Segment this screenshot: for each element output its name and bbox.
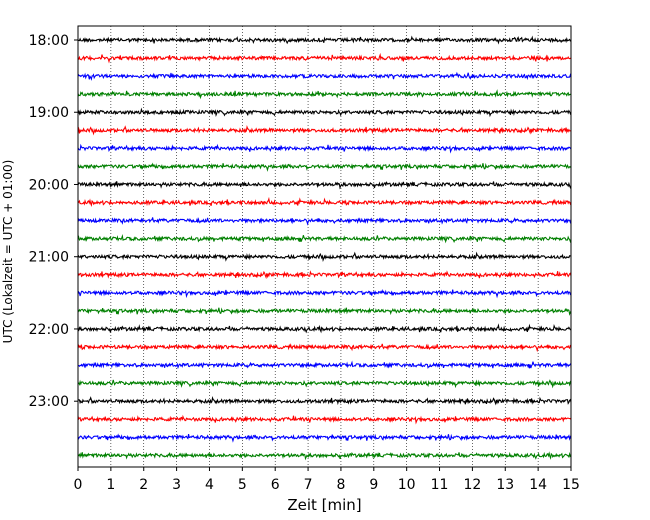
x-tick-label: 14 [529, 477, 547, 493]
y-axis: 18:00 19:00 20:00 21:00 22:00 23:00 [29, 33, 78, 410]
x-tick-label: 15 [562, 477, 580, 493]
trace-line [77, 288, 572, 299]
trace-line [77, 307, 572, 316]
y-tick-label: 22:00 [29, 322, 69, 338]
x-tick-label: 6 [271, 477, 280, 493]
trace-line [77, 395, 572, 406]
y-tick-label: 21:00 [29, 250, 69, 266]
trace-line [77, 270, 572, 280]
trace-line [77, 180, 572, 190]
trace-line [77, 234, 572, 244]
trace-line [77, 343, 572, 353]
x-tick-label: 10 [398, 477, 416, 493]
x-tick-label: 12 [463, 477, 481, 493]
x-tick-label: 0 [74, 477, 83, 493]
trace-line [77, 107, 572, 118]
trace-line [77, 414, 572, 425]
trace-line [77, 196, 572, 207]
y-tick-label: 20:00 [29, 177, 69, 193]
trace-line [77, 35, 571, 45]
x-tick-label: 1 [106, 477, 115, 493]
x-tick-label: 4 [205, 477, 214, 493]
trace-line [77, 52, 572, 64]
trace-line [77, 251, 572, 262]
trace-line [77, 71, 572, 81]
trace-line [77, 379, 572, 389]
trace-line [77, 125, 572, 136]
x-tick-label: 11 [431, 477, 449, 493]
x-tick-label: 13 [496, 477, 514, 493]
traces [77, 35, 572, 461]
trace-line [77, 451, 572, 461]
trace-line [77, 143, 572, 154]
trace-line [77, 162, 572, 172]
x-tick-label: 9 [369, 477, 378, 493]
x-tick-label: 5 [238, 477, 247, 493]
x-tick-label: 2 [139, 477, 148, 493]
y-tick-label: 18:00 [29, 33, 69, 49]
y-tick-label: 19:00 [29, 105, 69, 121]
x-tick-label: 3 [172, 477, 181, 493]
y-tick-label: 23:00 [29, 394, 69, 410]
trace-line [77, 433, 572, 443]
plot-frame [77, 25, 572, 468]
trace-line [77, 89, 572, 100]
trace-line [77, 360, 572, 370]
trace-line [77, 323, 572, 334]
trace-line [77, 217, 572, 226]
x-axis: 0 1 2 3 4 5 6 7 8 9 10 11 12 13 14 15 [74, 467, 580, 493]
x-axis-label: Zeit [min] [287, 496, 361, 514]
y-axis-label: UTC (Lokalzeit = UTC + 01:00) [1, 160, 15, 344]
x-tick-label: 8 [336, 477, 345, 493]
x-tick-label: 7 [304, 477, 313, 493]
